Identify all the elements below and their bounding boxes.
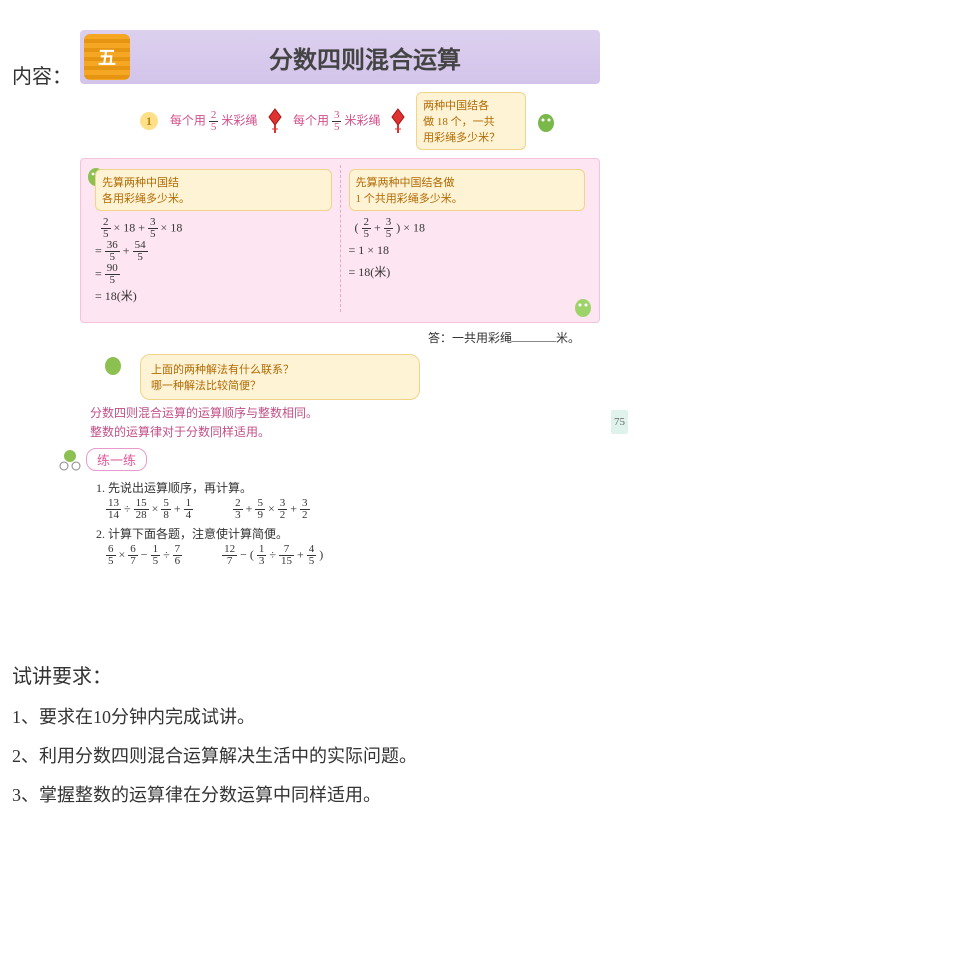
practice-label: 练一练 (86, 448, 147, 471)
chinese-knot-icon (386, 107, 410, 135)
practice-row-2: 65 × 67 − 15 ÷ 76 127 − ( 13 ÷ 715 + 45 … (106, 544, 600, 567)
rule-note-1: 分数四则混合运算的运算顺序与整数相同。 (90, 404, 600, 421)
chapter-title: 分数四则混合运算 (130, 40, 600, 75)
answer-line: 答：一共用彩绳米。 (80, 329, 600, 346)
mascot-icon (569, 292, 597, 320)
page-number: 75 (611, 410, 628, 434)
left-method-speech: 先算两种中国结各用彩绳多少米。 (95, 169, 332, 211)
solution-left: 先算两种中国结各用彩绳多少米。 25 × 18 + 35 × 18 = 365 … (87, 165, 340, 312)
solution-box: 先算两种中国结各用彩绳多少米。 25 × 18 + 35 × 18 = 365 … (80, 158, 600, 323)
reflection-callout: 上面的两种解法有什么联系？哪一种解法比较简便？ (140, 354, 420, 400)
solution-right: 先算两种中国结各做1 个共用彩绳多少米。 ( 25 + 35 ) × 18 = … (340, 165, 594, 312)
left-working: 25 × 18 + 35 × 18 = 365 + 545 = 905 = 18… (95, 217, 332, 308)
practice-q1: 1. 先说出运算顺序，再计算。 (96, 479, 600, 496)
chapter-banner: 五 分数四则混合运算 (80, 30, 600, 84)
requirements-block: 试讲要求： 1、要求在10分钟内完成试讲。 2、利用分数四则混合运算解决生活中的… (12, 660, 600, 823)
chapter-number-tab: 五 (84, 34, 130, 80)
practice-row-1: 1314 ÷ 1528 × 58 + 14 23 + 59 × 32 + 32 (106, 498, 600, 521)
example-header-row: 1 每个用 25 米彩绳 每个用 35 米彩绳 两种中国结各 做 18 个，一共… (80, 92, 600, 154)
requirement-1: 1、要求在10分钟内完成试讲。 (12, 705, 600, 730)
requirements-title: 试讲要求： (12, 660, 600, 689)
content-label: 内容： (12, 60, 72, 89)
requirement-3: 3、掌握整数的运算律在分数运算中同样适用。 (12, 783, 600, 808)
knot-right-caption: 每个用 35 米彩绳 (293, 110, 381, 133)
right-working: ( 25 + 35 ) × 18 = 1 × 18 = 18(米) (349, 217, 586, 283)
answer-blank (512, 332, 556, 342)
problem-bubble: 两种中国结各 做 18 个，一共 用彩绳多少米？ (416, 92, 526, 150)
practice-q2: 2. 计算下面各题，注意使计算简便。 (96, 525, 600, 542)
mascot-icon (100, 352, 126, 378)
rule-note-2: 整数的运算律对于分数同样适用。 (90, 423, 600, 440)
knot-left-caption: 每个用 25 米彩绳 (170, 110, 258, 133)
right-method-speech: 先算两种中国结各做1 个共用彩绳多少米。 (349, 169, 586, 211)
mascot-bike-icon (56, 446, 82, 472)
mascot-icon (532, 107, 560, 135)
requirement-2: 2、利用分数四则混合运算解决生活中的实际问题。 (12, 744, 600, 769)
chinese-knot-icon (263, 107, 287, 135)
textbook-page: 五 分数四则混合运算 1 每个用 25 米彩绳 每个用 35 米彩绳 两种中国结… (80, 30, 600, 630)
example-badge: 1 (140, 112, 158, 130)
